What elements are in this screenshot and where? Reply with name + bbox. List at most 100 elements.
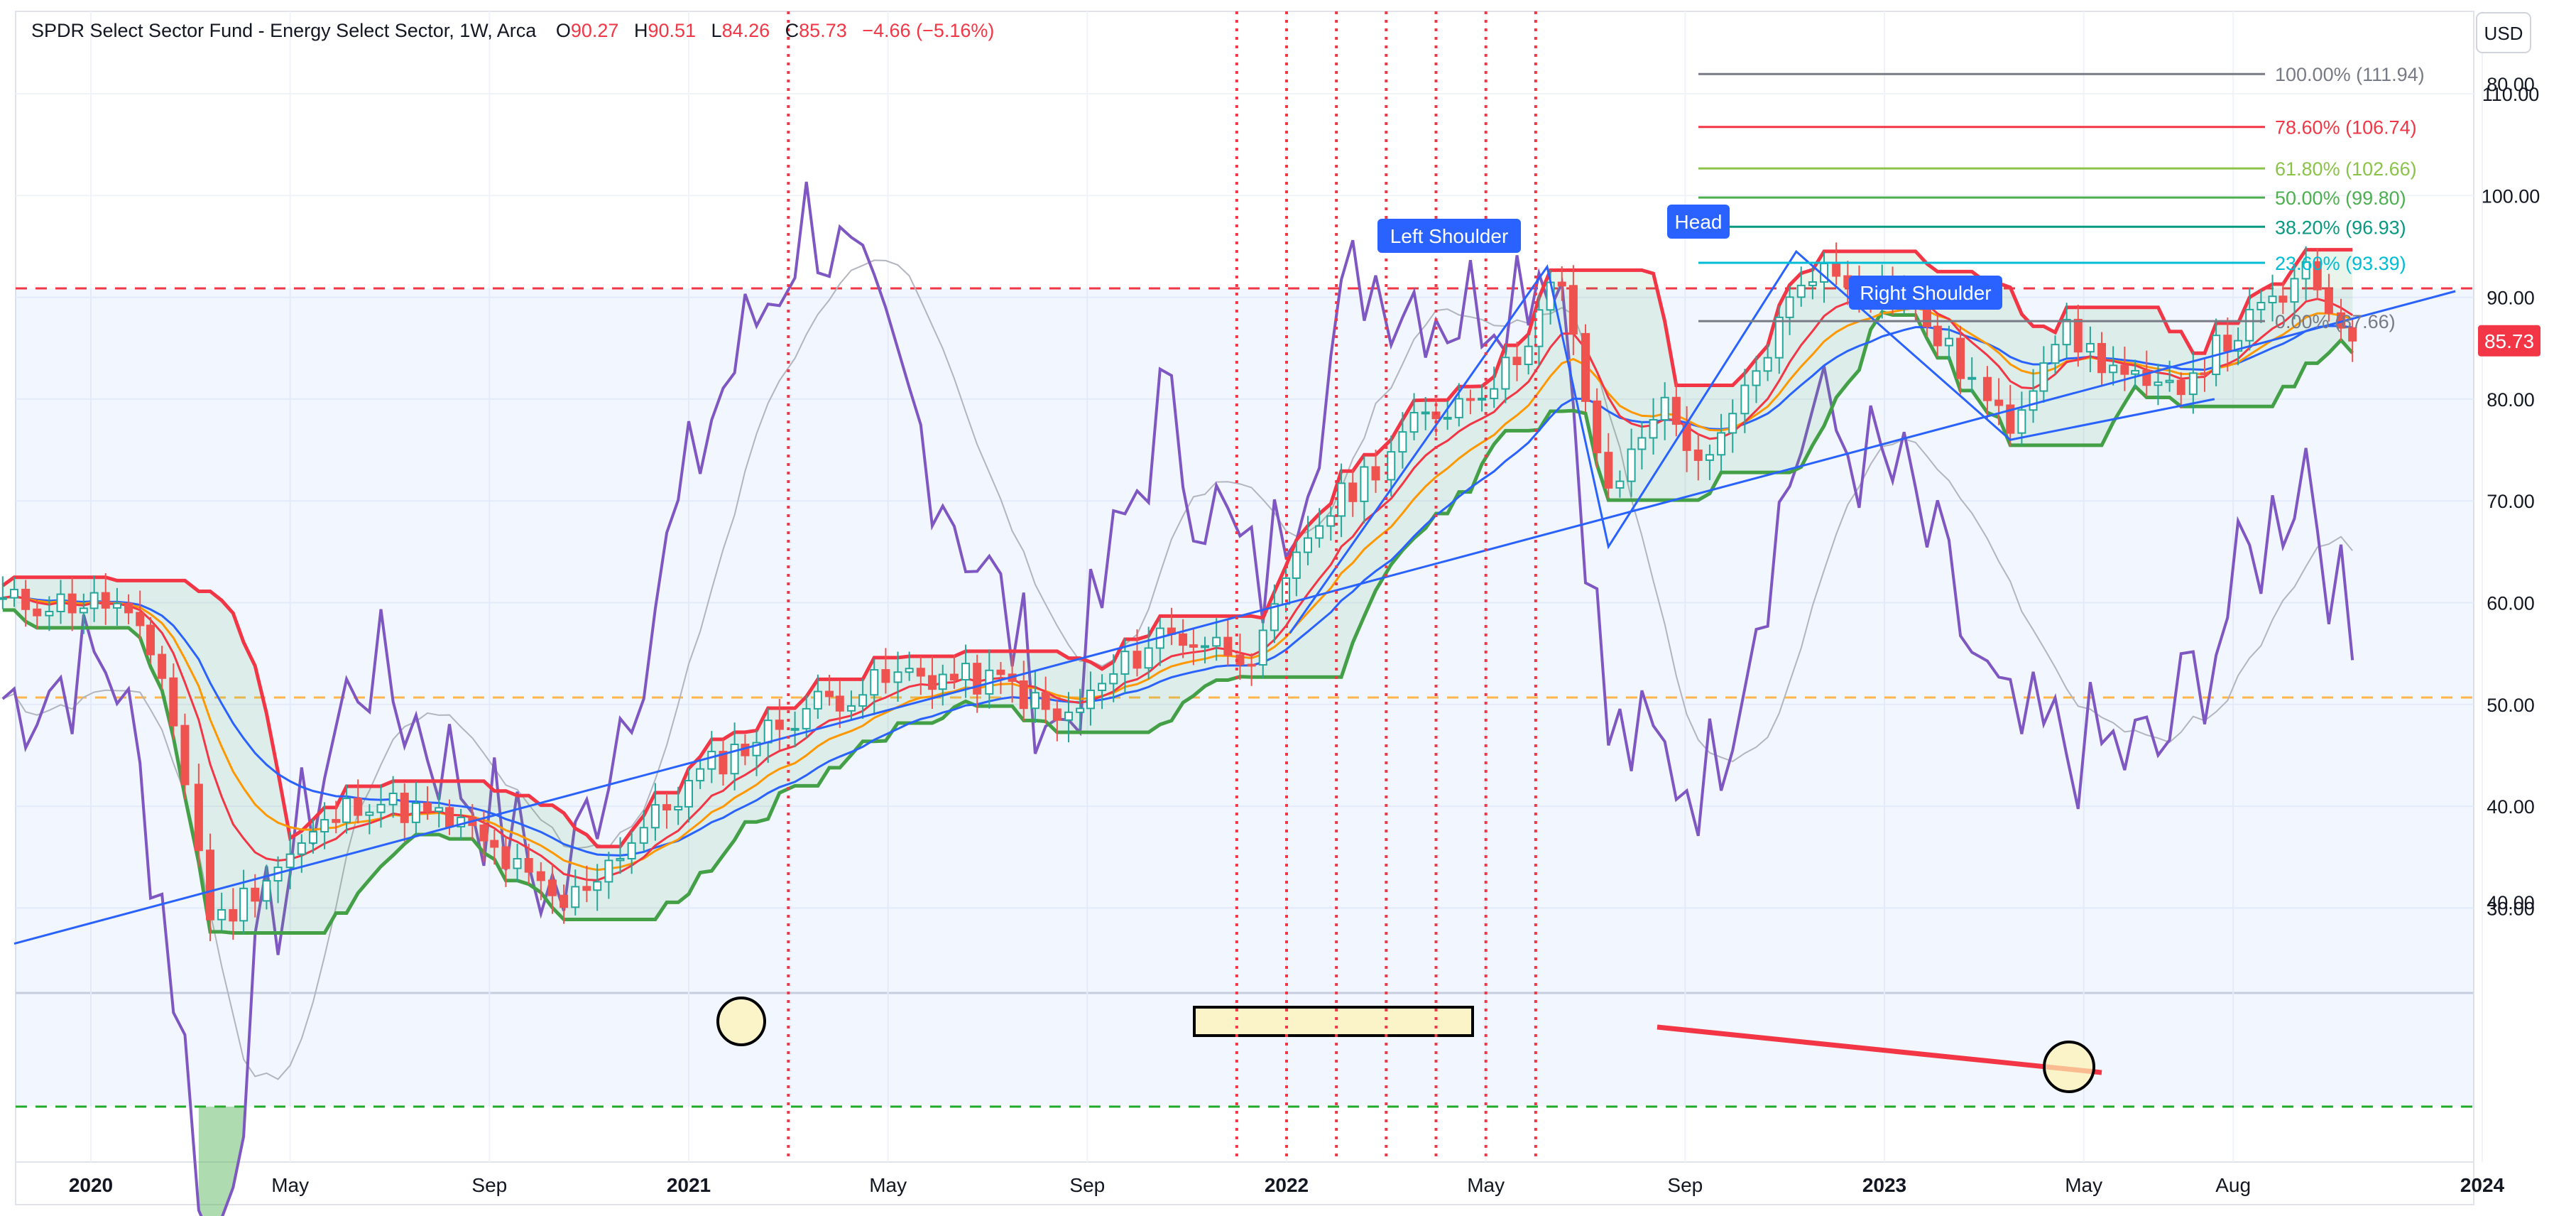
candle-body bbox=[1593, 400, 1602, 454]
candle-body bbox=[239, 887, 249, 922]
candle bbox=[67, 577, 77, 631]
candle-body bbox=[1501, 357, 1510, 390]
fib-level-label: 50.00% (99.80) bbox=[2275, 188, 2406, 209]
candle-body bbox=[973, 663, 982, 695]
rsi-tick-label: 40.00 bbox=[2487, 892, 2535, 913]
time-tick-label: 2023 bbox=[1862, 1174, 1906, 1196]
candle-body bbox=[1581, 332, 1590, 402]
candle bbox=[1326, 506, 1336, 541]
candle bbox=[996, 661, 1005, 695]
candle bbox=[1524, 335, 1533, 375]
candle bbox=[1409, 393, 1419, 440]
candle-body bbox=[2154, 381, 2163, 386]
fib-level-label: 100.00% (111.94) bbox=[2275, 64, 2425, 85]
candle-body bbox=[1120, 651, 1130, 675]
candle-body bbox=[1443, 416, 1452, 420]
candle bbox=[169, 663, 178, 740]
candle-body bbox=[1258, 629, 1267, 666]
head-label: Head bbox=[1675, 211, 1723, 233]
candle-body bbox=[2188, 372, 2198, 396]
rsi-pane[interactable] bbox=[1, 181, 2474, 1216]
candle bbox=[1076, 688, 1085, 729]
candle-body bbox=[1705, 454, 1714, 461]
candle bbox=[593, 864, 602, 911]
candle bbox=[1581, 324, 1590, 412]
candle bbox=[2006, 384, 2015, 447]
candle-body bbox=[1490, 388, 1499, 399]
candle-body bbox=[1568, 285, 1578, 335]
candle-body bbox=[2324, 288, 2333, 314]
candle bbox=[802, 695, 811, 738]
candle-body bbox=[524, 858, 533, 873]
header-legend: SPDR Select Sector Fund - Energy Select … bbox=[31, 20, 994, 41]
candle bbox=[2348, 319, 2357, 362]
candle bbox=[662, 793, 672, 829]
candle-body bbox=[1223, 636, 1233, 656]
candle bbox=[2256, 290, 2266, 323]
candle-body bbox=[1808, 281, 1817, 286]
candle bbox=[835, 680, 844, 728]
candle-body bbox=[169, 677, 178, 727]
candle-body bbox=[1752, 370, 1761, 386]
fib-level-label: 23.60% (93.39) bbox=[2275, 253, 2406, 274]
candle-body bbox=[835, 695, 844, 712]
candle-body bbox=[320, 819, 329, 833]
candle-body bbox=[1133, 651, 1142, 669]
time-tick-label: May bbox=[2065, 1174, 2102, 1196]
head-label-badge bbox=[1667, 205, 1730, 239]
candle bbox=[1994, 378, 2004, 425]
candle-body bbox=[1796, 284, 1806, 298]
candle bbox=[1454, 383, 1463, 427]
rsi-line bbox=[1, 181, 2354, 1216]
candle-body bbox=[674, 805, 683, 811]
candle-body bbox=[501, 846, 511, 869]
candle-body bbox=[89, 592, 99, 609]
lower-stop-line bbox=[2, 310, 2354, 935]
time-tick-label: 2022 bbox=[1265, 1174, 1309, 1196]
candle bbox=[616, 837, 625, 874]
candle bbox=[870, 658, 879, 715]
candle bbox=[730, 722, 739, 791]
candle-body bbox=[927, 675, 937, 690]
candle bbox=[0, 576, 7, 609]
candle-body bbox=[1041, 692, 1050, 710]
time-tick-label: 2024 bbox=[2460, 1174, 2505, 1196]
price-tick-label: 50.00 bbox=[2487, 695, 2535, 716]
candle-body bbox=[2176, 379, 2185, 396]
candle-body bbox=[1292, 551, 1301, 579]
candle bbox=[881, 648, 890, 694]
candle bbox=[217, 892, 227, 931]
candle-body bbox=[1052, 708, 1061, 721]
candle bbox=[2245, 287, 2254, 351]
candle-body bbox=[388, 792, 398, 805]
candle-body bbox=[1109, 673, 1118, 685]
candle bbox=[674, 786, 683, 825]
candle bbox=[1098, 674, 1107, 710]
overlays: 100.00% (111.94) 78.60% (106.74) 61.80% (1… bbox=[13, 11, 2456, 1162]
candle-body bbox=[696, 768, 705, 782]
time-tick-label: 2021 bbox=[667, 1174, 711, 1196]
candle-body bbox=[112, 602, 121, 609]
candle-body bbox=[802, 707, 811, 729]
candle bbox=[1201, 636, 1210, 663]
candle-body bbox=[1944, 337, 1953, 347]
right-shoulder-label-badge bbox=[1849, 276, 2002, 310]
candle-body bbox=[604, 859, 613, 883]
candle bbox=[490, 830, 499, 865]
candle bbox=[101, 572, 110, 625]
candle-body bbox=[158, 653, 167, 679]
candle bbox=[2085, 326, 2095, 372]
candle-body bbox=[423, 802, 432, 813]
price-pane[interactable] bbox=[0, 242, 2357, 941]
currency-button[interactable]: USD bbox=[2476, 12, 2531, 53]
candle-body bbox=[1360, 466, 1369, 502]
candle-body bbox=[2073, 318, 2083, 353]
candle bbox=[1785, 286, 1794, 335]
candle bbox=[1360, 456, 1369, 523]
candle bbox=[916, 656, 925, 695]
candle bbox=[536, 862, 545, 901]
candle bbox=[1189, 629, 1198, 666]
candle-body bbox=[825, 690, 834, 697]
high-value: 90.51 bbox=[648, 20, 696, 41]
